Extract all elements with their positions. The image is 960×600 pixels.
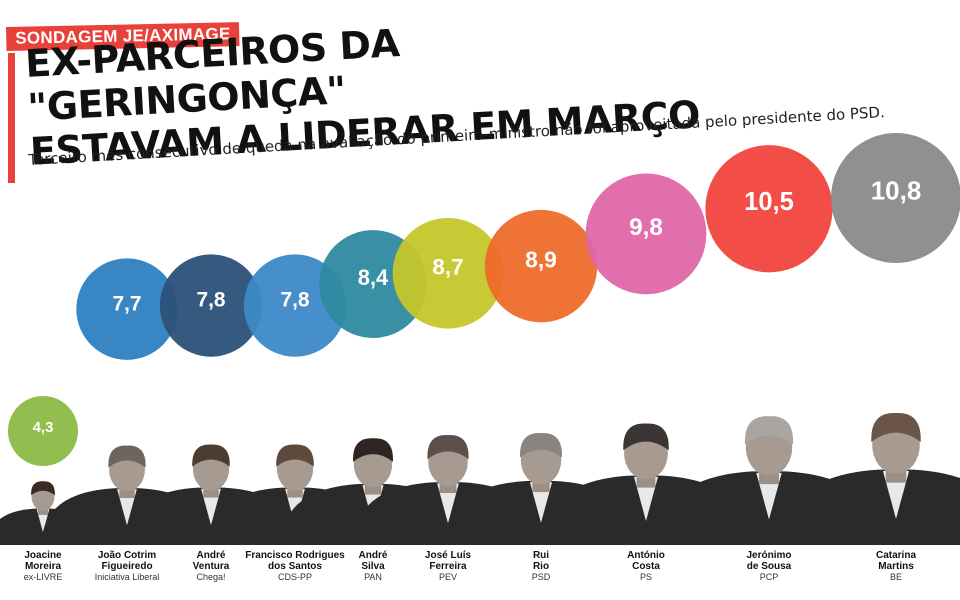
name-line1-jeronimo-de-sousa: Jerónimo: [746, 550, 791, 561]
value-label-jose-luis-ferreira: 8,7: [432, 254, 463, 279]
name-line2-andre-ventura: Ventura: [193, 561, 230, 572]
party-label-andre-ventura: Chega!: [196, 572, 225, 582]
party-label-antonio-costa: PS: [640, 572, 652, 582]
value-label-joao-cotrim-figueiredo: 7,7: [113, 292, 142, 315]
bubble-catarina-martins: [831, 133, 960, 263]
bubble-andre-ventura: [159, 254, 263, 357]
name-line1-joacine-moreira: Joacine: [24, 550, 62, 561]
bubble-joao-cotrim-figueiredo: [76, 258, 178, 360]
bubble-jose-luis-ferreira: [392, 217, 504, 329]
value-label-rui-rio: 8,9: [525, 246, 557, 272]
name-line2-catarina-martins: Martins: [878, 561, 914, 572]
bubble-antonio-costa: [585, 173, 707, 295]
name-line1-francisco-rodrigues-dos-santos: Francisco Rodrigues: [245, 550, 345, 561]
name-line2-andre-silva: Silva: [361, 561, 385, 572]
party-label-joacine-moreira: ex-LIVRE: [24, 572, 63, 582]
party-label-rui-rio: PSD: [532, 572, 551, 582]
name-line2-joacine-moreira: Moreira: [25, 561, 62, 572]
value-label-antonio-costa: 9,8: [629, 214, 663, 241]
name-line2-francisco-rodrigues-dos-santos: dos Santos: [268, 561, 322, 572]
value-label-andre-silva: 8,4: [358, 265, 389, 290]
name-line2-rui-rio: Rio: [533, 561, 549, 572]
portraits-layer: [0, 412, 960, 545]
name-line1-rui-rio: Rui: [533, 550, 549, 561]
party-label-catarina-martins: BE: [890, 572, 902, 582]
accent-bar: [8, 53, 15, 183]
name-line1-andre-ventura: André: [197, 550, 226, 561]
party-label-francisco-rodrigues-dos-santos: CDS-PP: [278, 572, 312, 582]
bubble-jeronimo-de-sousa: [705, 145, 833, 273]
party-label-jeronimo-de-sousa: PCP: [760, 572, 779, 582]
name-line2-jose-luis-ferreira: Ferreira: [429, 561, 467, 572]
party-label-andre-silva: PAN: [364, 572, 382, 582]
bubble-joacine-moreira: [8, 396, 78, 466]
name-line1-andre-silva: André: [359, 550, 388, 561]
value-label-joacine-moreira: 4,3: [33, 419, 54, 436]
name-line1-joao-cotrim-figueiredo: João Cotrim: [98, 550, 156, 561]
name-line2-joao-cotrim-figueiredo: Figueiredo: [101, 561, 152, 572]
party-label-joao-cotrim-figueiredo: Iniciativa Liberal: [95, 572, 160, 582]
value-label-catarina-martins: 10,8: [871, 175, 922, 205]
portrait-catarina-martins: [782, 412, 960, 545]
name-line2-jeronimo-de-sousa: de Sousa: [747, 561, 792, 572]
name-line1-jose-luis-ferreira: José Luís: [425, 550, 472, 561]
value-label-francisco-rodrigues-dos-santos: 7,8: [280, 289, 309, 312]
name-line1-catarina-martins: Catarina: [876, 550, 916, 561]
bubbles-layer: 4,3 7,7 7,8 7,8 8,4 8,7 8,9 9,8 10,5 10,8: [8, 133, 960, 466]
bubble-rui-rio: [484, 209, 598, 323]
party-label-jose-luis-ferreira: PEV: [439, 572, 457, 582]
value-label-andre-ventura: 7,8: [196, 289, 225, 312]
value-label-jeronimo-de-sousa: 10,5: [744, 188, 794, 216]
name-line2-antonio-costa: Costa: [632, 561, 660, 572]
name-line1-antonio-costa: António: [627, 550, 665, 561]
